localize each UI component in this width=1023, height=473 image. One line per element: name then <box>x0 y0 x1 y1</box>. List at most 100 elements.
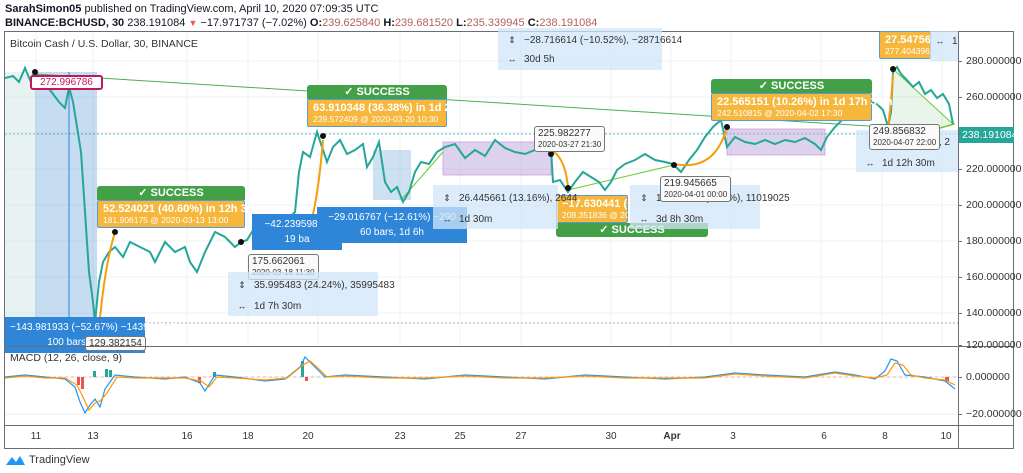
callout-value: 249.856832 <box>873 126 926 137</box>
low-value: 235.339945 <box>466 17 525 29</box>
high-price-callout: 272.996786 <box>30 75 103 90</box>
tradingview-logo[interactable]: TradingView <box>4 454 90 466</box>
current-price-tag: 238.191084 <box>959 127 1017 143</box>
measure-text: −42.239598 (− <box>264 219 330 230</box>
close-value: 238.191084 <box>539 17 598 29</box>
price-tick: 260.000000 <box>966 91 1022 103</box>
pane-divider[interactable] <box>5 346 1013 347</box>
success-label-2: ✓ SUCCESS 63.910348 (36.38%) in 1d 23h 23… <box>307 85 464 127</box>
bars-text: 100 bars, 2d <box>47 337 103 348</box>
macd-tick: 0.000000 <box>966 371 1010 383</box>
macd-chart-svg <box>5 355 958 415</box>
time-value: 1d 30m <box>459 214 493 225</box>
close-label: C: <box>527 17 540 29</box>
axis-divider <box>958 32 959 448</box>
range-measure-top: ⇕ −28.716614 (−10.52%), −28716614 ↔ 30d 5h <box>498 28 682 70</box>
time-tick: 27 <box>515 431 527 442</box>
chart-title: Bitcoin Cash / U.S. Dollar, 30, BINANCE <box>10 38 198 50</box>
bars-text: 60 bars, 1d 6h <box>360 227 424 238</box>
target-text: 242.510815 @ 2020-04-02 17:30 <box>717 108 843 118</box>
price-chart-svg <box>5 32 958 346</box>
gain-text: 52.524021 (40.60%) in 12h 30m <box>103 203 263 215</box>
time-tick: 23 <box>394 431 406 442</box>
callout-date: 2020-03-27 21:30 <box>538 140 602 149</box>
price-tick: 220.000000 <box>966 163 1022 175</box>
range-measure-1: ⇕ 35.995483 (24.24%), 35995483 ↔ 1d 7h 30m <box>228 272 395 316</box>
time-tick: 30 <box>605 431 617 442</box>
measure-text: −29.016767 (−12.61%) −290 <box>328 212 456 223</box>
cloud-logo-icon <box>6 456 25 465</box>
price-callout-225: 225.982277 2020-03-27 21:30 <box>534 126 606 152</box>
loss-text: −17.630441 (−7 <box>562 198 640 210</box>
price-range-icon: ⇕ <box>508 35 516 45</box>
symbol-info: BINANCE:BCHUSD, 30 238.191084 ▼ −17.9717… <box>5 17 597 29</box>
success-label-3: ✓ SUCCESS 22.565151 (10.26%) in 1d 17h 3… <box>711 79 893 121</box>
range-value: −28.716614 (−10.52%), −28716614 <box>524 35 683 46</box>
macd-tick: −20.000000 <box>966 408 1022 420</box>
success-badge: ✓ SUCCESS <box>711 79 872 93</box>
low-label: L: <box>456 17 467 29</box>
time-tick: 18 <box>242 431 254 442</box>
target-text: 239.572409 @ 2020-03-20 10:30 <box>313 114 439 124</box>
time-tick: 16 <box>181 431 193 442</box>
change: −17.971737 (−7.02%) <box>200 17 307 29</box>
bars-text: 19 ba <box>284 234 310 245</box>
callout-date: 2020-04-07 22:00 <box>873 138 937 147</box>
price-tick: 280.000000 <box>966 55 1022 67</box>
high-label: H: <box>383 17 395 29</box>
publish-date: published on TradingView.com, April 10, … <box>84 3 379 15</box>
low-price-callout: 129.382154 <box>85 336 146 351</box>
time-axis-divider <box>5 425 1013 426</box>
gain-label-5: 27.547564277.404396 @ <box>879 31 931 59</box>
time-range-icon: ↔ <box>237 301 247 311</box>
price-callout-249: 249.856832 2020-04-07 22:00 <box>869 124 941 150</box>
open-label: O: <box>309 17 323 29</box>
down-arrow-icon: ▼ <box>188 18 198 28</box>
price-tick: 160.000000 <box>966 271 1022 283</box>
callout-value: 225.982277 <box>538 128 591 139</box>
time-tick: 6 <box>821 431 827 442</box>
last-price: 238.191084 <box>127 17 186 29</box>
price-tick: 200.000000 <box>966 199 1022 211</box>
target-text: 208.351836 @ 2020 <box>562 210 640 220</box>
range-measure-2: ⇕ 26.445661 (13.16%), 2644 ↔ 1d 30m <box>433 185 577 229</box>
price-callout-219: 219.945665 2020-04-01 00:00 <box>660 176 732 202</box>
time-value: 1d 7h 30m <box>254 301 302 312</box>
time-value: 1 <box>952 36 958 47</box>
time-range-icon: ↔ <box>639 214 649 224</box>
time-range-icon: ↔ <box>865 158 875 168</box>
gain-text: 27.547564 <box>885 34 931 46</box>
time-value: 3d 8h 30m <box>656 214 704 225</box>
open-value: 239.625840 <box>322 17 381 29</box>
price-range-icon: ⇕ <box>238 280 246 290</box>
range-measure-right: ↔ 1 <box>930 31 958 61</box>
high-value: 239.681520 <box>394 17 454 29</box>
publish-info: SarahSimon05 published on TradingView.co… <box>5 3 378 15</box>
time-tick: 13 <box>87 431 99 442</box>
gain-text: 63.910348 (36.38%) in 1d 23h <box>313 102 464 114</box>
callout-value: 219.945665 <box>664 178 717 189</box>
time-value: 1d 12h 30m <box>882 158 935 169</box>
time-tick: Apr <box>663 431 681 442</box>
price-range-icon: ⇕ <box>640 193 648 203</box>
time-tick: 11 <box>30 431 42 442</box>
success-label-1: ✓ SUCCESS 52.524021 (40.60%) in 12h 30m 1… <box>97 186 263 228</box>
price-plot[interactable] <box>5 32 958 346</box>
time-value: 30d 5h <box>524 54 555 65</box>
time-tick: 20 <box>302 431 314 442</box>
gain-text: 22.565151 (10.26%) in 1d 17h 30m <box>717 96 893 108</box>
price-tick: 180.000000 <box>966 235 1022 247</box>
time-range-icon: ↔ <box>935 36 945 46</box>
target-text: 181.906175 @ 2020-03-13 13:00 <box>103 215 229 225</box>
time-tick: 3 <box>730 431 736 442</box>
target-text: 277.404396 @ <box>885 46 930 56</box>
time-tick: 10 <box>940 431 952 442</box>
time-tick: 25 <box>454 431 466 442</box>
time-tick: 8 <box>882 431 888 442</box>
success-badge: ✓ SUCCESS <box>307 85 447 99</box>
macd-pane[interactable] <box>5 347 958 425</box>
price-range-icon: ⇕ <box>443 193 451 203</box>
symbol: BINANCE:BCHUSD, 30 <box>5 17 125 29</box>
author: SarahSimon05 <box>5 3 82 15</box>
price-tick: 140.000000 <box>966 307 1022 319</box>
